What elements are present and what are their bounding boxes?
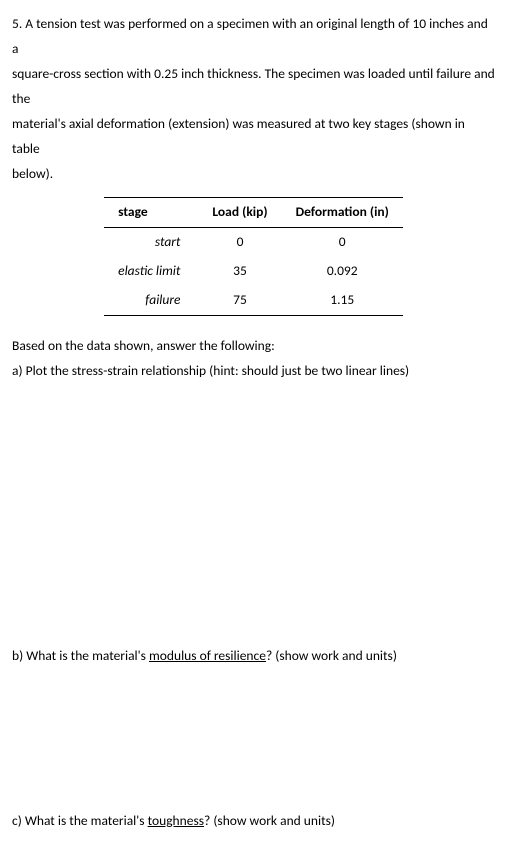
q-c-pre: c) What is the material's (12, 812, 148, 829)
cell-load: 75 (198, 286, 281, 315)
problem-statement: 5. A tension test was performed on a spe… (12, 12, 495, 187)
table-row: failure 75 1.15 (104, 286, 403, 315)
question-c: c) What is the material's toughness? (sh… (12, 809, 495, 834)
cell-stage: elastic limit (104, 257, 198, 286)
col-header-load: Load (kip) (198, 197, 281, 227)
col-header-stage: stage (104, 197, 198, 227)
table-row: elastic limit 35 0.092 (104, 257, 403, 286)
intro-line-2: square-cross section with 0.25 inch thic… (12, 62, 495, 112)
cell-def: 0 (282, 227, 403, 256)
q-c-post: ? (show work and units) (204, 812, 335, 829)
data-table: stage Load (kip) Deformation (in) start … (104, 197, 403, 316)
cell-stage: failure (104, 286, 198, 315)
table-header-row: stage Load (kip) Deformation (in) (104, 197, 403, 227)
col-header-deformation: Deformation (in) (282, 197, 403, 227)
intro-line-4: below). (12, 162, 495, 187)
intro-line-3: material's axial deformation (extension)… (12, 112, 495, 162)
cell-load: 35 (198, 257, 281, 286)
question-a: a) Plot the stress-strain relationship (… (12, 359, 495, 384)
q-b-post: ? (show work and units) (266, 647, 397, 664)
cell-def: 1.15 (282, 286, 403, 315)
questions-lead: Based on the data shown, answer the foll… (12, 334, 495, 359)
cell-stage: start (104, 227, 198, 256)
table-row: start 0 0 (104, 227, 403, 256)
data-table-wrap: stage Load (kip) Deformation (in) start … (12, 197, 495, 316)
intro-line-1: 5. A tension test was performed on a spe… (12, 12, 495, 62)
cell-def: 0.092 (282, 257, 403, 286)
question-b: b) What is the material's modulus of res… (12, 644, 495, 669)
cell-load: 0 (198, 227, 281, 256)
q-b-pre: b) What is the material's (12, 647, 149, 664)
q-c-underline: toughness (148, 812, 204, 829)
q-b-underline: modulus of resilience (149, 647, 266, 664)
